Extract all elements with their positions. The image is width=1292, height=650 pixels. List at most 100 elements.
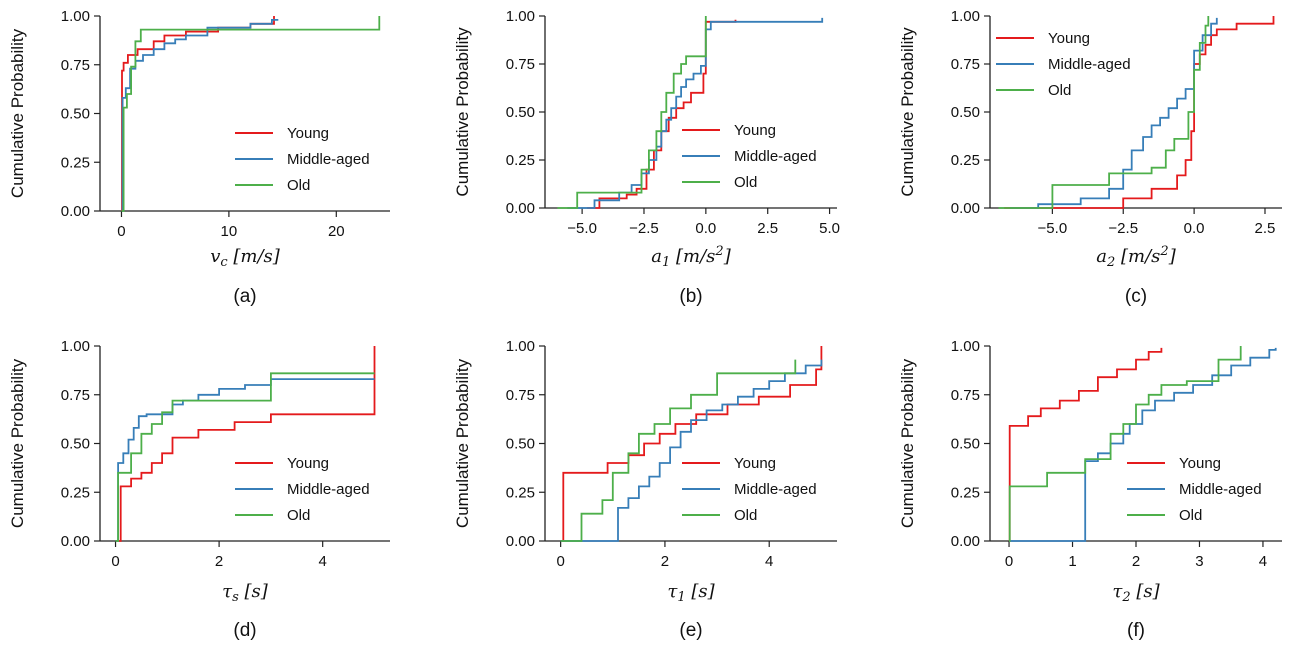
- x-axis-label: vc [m/s]: [210, 246, 281, 270]
- x-tick-label: 0.0: [1184, 220, 1205, 237]
- y-axis-label: Cumulative Probability: [8, 28, 27, 198]
- panel-label: (d): [233, 620, 256, 641]
- series-line-middle-aged: [1009, 17, 1218, 209]
- x-tick-label: 2: [1132, 553, 1140, 570]
- y-tick-label: 1.00: [506, 8, 535, 25]
- y-tick-label: 1.00: [951, 338, 980, 355]
- legend-label: Old: [1048, 82, 1071, 99]
- x-tick-label: 0: [556, 553, 564, 570]
- y-tick-label: 0.00: [506, 533, 535, 550]
- y-tick-label: 0.50: [506, 104, 535, 121]
- x-axis-label: τ1 [s]: [667, 581, 715, 605]
- series-line-young: [587, 19, 737, 209]
- legend-label: Old: [1179, 507, 1202, 524]
- x-tick-label: −2.5: [1108, 220, 1138, 237]
- x-tick-label: 0: [1005, 553, 1013, 570]
- legend-label: Middle-aged: [287, 481, 370, 498]
- y-axis-label: Cumulative Probability: [898, 358, 917, 528]
- x-tick-label: −2.5: [629, 220, 659, 237]
- legend-label: Middle-aged: [287, 151, 370, 168]
- panel-label: (e): [679, 620, 702, 641]
- y-tick-label: 0.00: [506, 200, 535, 217]
- y-tick-label: 1.00: [61, 338, 90, 355]
- x-tick-label: 4: [765, 553, 773, 570]
- legend-label: Old: [287, 507, 310, 524]
- y-axis-label: Cumulative Probability: [898, 27, 917, 197]
- legend-label: Young: [1179, 455, 1221, 472]
- x-axis-label: a2 [m/s2]: [1096, 244, 1176, 270]
- y-tick-label: 1.00: [951, 8, 980, 25]
- legend-label: Young: [734, 122, 776, 139]
- y-tick-label: 0.50: [506, 436, 535, 453]
- x-tick-label: 1: [1068, 553, 1076, 570]
- y-tick-label: 0.25: [61, 484, 90, 501]
- y-tick-label: 0.00: [61, 203, 90, 220]
- legend-label: Middle-aged: [1048, 56, 1131, 73]
- chart-panel-f: 0.00 0.25 0.50 0.75 1.00 0 1 2 3 4 Cumulative Prob…: [898, 338, 1282, 641]
- series-line-middle-aged: [560, 359, 823, 542]
- x-tick-label: 0.0: [695, 220, 716, 237]
- series-line-young: [560, 346, 823, 542]
- y-tick-label: 1.00: [61, 8, 90, 25]
- x-tick-label: 10: [221, 223, 238, 240]
- x-tick-label: 4: [319, 553, 327, 570]
- legend-label: Old: [287, 177, 310, 194]
- legend-label: Young: [287, 455, 329, 472]
- x-tick-label: −5.0: [1038, 220, 1068, 237]
- chart-panel-e: 0.00 0.25 0.50 0.75 1.00 0 2 4 Cumulative Probab…: [453, 338, 837, 641]
- y-tick-label: 1.00: [506, 338, 535, 355]
- legend-label: Old: [734, 507, 757, 524]
- panel-label: (f): [1127, 620, 1145, 641]
- legend: Young Middle-aged Old: [235, 455, 370, 524]
- legend-label: Young: [1048, 30, 1090, 47]
- series-line-middle-aged: [121, 19, 279, 212]
- legend: Young Middle-aged Old: [682, 122, 817, 191]
- y-axis-label: Cumulative Probability: [453, 27, 472, 197]
- y-tick-label: 0.25: [506, 152, 535, 169]
- series-line-old: [998, 16, 1210, 209]
- series-line-young: [1008, 347, 1163, 542]
- legend-label: Old: [734, 174, 757, 191]
- y-tick-label: 0.75: [61, 57, 90, 74]
- panel-label: (c): [1125, 286, 1147, 307]
- legend-label: Middle-aged: [734, 148, 817, 165]
- panel-label: (a): [233, 286, 256, 307]
- legend-label: Young: [287, 125, 329, 142]
- legend-label: Middle-aged: [734, 481, 817, 498]
- series-line-young: [115, 346, 376, 542]
- y-tick-label: 0.25: [951, 152, 980, 169]
- y-tick-label: 0.75: [951, 387, 980, 404]
- x-tick-label: 5.0: [819, 220, 840, 237]
- x-tick-label: 2: [661, 553, 669, 570]
- y-tick-label: 0.75: [506, 387, 535, 404]
- legend: Young Middle-aged Old: [235, 125, 370, 194]
- chart-panel-b: 0.00 0.25 0.50 0.75 1.00 −5.0 −2.5 0.0 2.5 5.0 Cum…: [453, 8, 840, 307]
- legend-label: Middle-aged: [1179, 481, 1262, 498]
- x-tick-label: 4: [1259, 553, 1267, 570]
- x-tick-label: 3: [1195, 553, 1203, 570]
- series-line-old: [121, 16, 381, 212]
- y-tick-label: 0.50: [951, 104, 980, 121]
- series-line-middle-aged: [115, 378, 375, 542]
- panel-label: (b): [679, 286, 702, 307]
- x-axis-label: τ2 [s]: [1112, 581, 1160, 605]
- legend-label: Young: [734, 455, 776, 472]
- y-tick-label: 0.25: [506, 484, 535, 501]
- y-tick-label: 0.75: [951, 56, 980, 73]
- legend: Young Middle-aged Old: [682, 455, 817, 524]
- x-tick-label: −5.0: [567, 220, 597, 237]
- series-line-old: [560, 359, 797, 542]
- y-tick-label: 0.25: [951, 484, 980, 501]
- y-tick-label: 0.50: [61, 106, 90, 123]
- x-tick-label: 2.5: [757, 220, 778, 237]
- legend: Young Middle-aged Old: [1127, 455, 1262, 524]
- series-line-young: [121, 16, 275, 212]
- x-tick-label: 0: [111, 553, 119, 570]
- series-line-middle-aged: [1009, 347, 1277, 542]
- y-tick-label: 0.25: [61, 154, 90, 171]
- x-axis-label: a1 [m/s2]: [651, 244, 731, 270]
- series-line-old: [115, 372, 375, 542]
- x-tick-label: 0: [117, 223, 125, 240]
- chart-panel-a: 0.00 0.25 0.50 0.75 1.00 0 10 20 Cumulative Prob…: [8, 8, 390, 307]
